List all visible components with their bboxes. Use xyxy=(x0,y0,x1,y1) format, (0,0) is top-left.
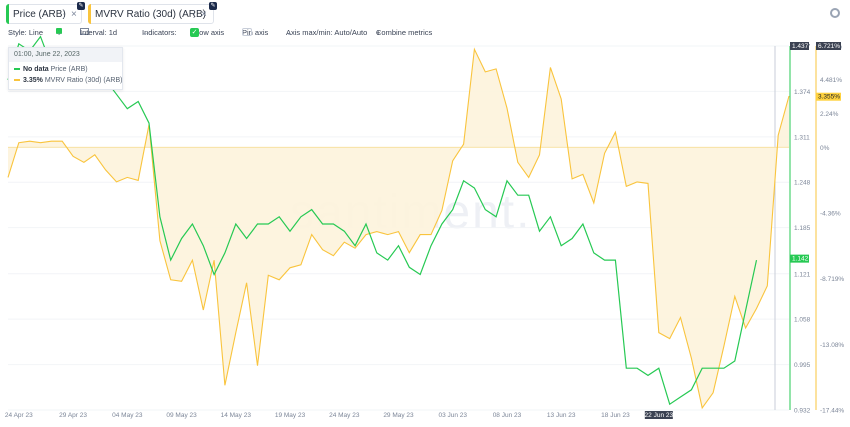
calendar-icon xyxy=(80,28,89,35)
legend-swatch xyxy=(14,68,20,71)
x-axis-tick-label: 29 Apr 23 xyxy=(59,412,87,419)
tab-mvrv-arb[interactable]: MVRV Ratio (30d) (ARB) ⋮ × ✎ xyxy=(88,2,217,24)
pin-icon[interactable]: ✎ xyxy=(77,2,85,10)
mvrv-axis-tick-label: 0% xyxy=(820,145,830,152)
settings-icon[interactable] xyxy=(830,8,840,18)
x-axis-current-badge xyxy=(644,411,673,419)
chevron-down-icon: ⌄ xyxy=(80,28,87,37)
price-axis-max-badge xyxy=(790,42,809,50)
tooltip-value: No data xyxy=(23,66,49,73)
x-axis-tick-label: 09 May 23 xyxy=(166,412,197,419)
x-axis-tick-label: 24 Apr 23 xyxy=(5,412,33,419)
checkbox-checked-icon: ✓ xyxy=(190,28,199,37)
chart-tooltip: 01:00, June 22, 2023 No data Price (ARB)… xyxy=(8,47,123,90)
mvrv-axis-tick-label: -17.44% xyxy=(820,408,844,415)
x-axis-tick-label: 03 Jun 23 xyxy=(438,412,467,419)
mvrv-axis-tick-label: -4.36% xyxy=(820,210,841,217)
tab-label: Price (ARB) xyxy=(13,9,66,20)
tooltip-row-mvrv: 3.35% MVRV Ratio (30d) (ARB) xyxy=(14,77,122,84)
price-axis-max-label: 1.437 xyxy=(792,43,809,50)
price-axis-tick-label: 1.121 xyxy=(794,271,811,278)
more-icon[interactable]: ⋮ xyxy=(189,9,199,20)
style-label: Style: Line xyxy=(8,28,44,37)
price-axis-tick-label: 1.058 xyxy=(794,317,811,324)
price-axis-tick-label: 1.185 xyxy=(794,225,811,232)
axis-maxmin-label: Axis max/min: Auto/Auto xyxy=(286,28,368,37)
tab-label: MVRV Ratio (30d) (ARB) xyxy=(95,9,206,20)
price-axis-tick-label: 1.248 xyxy=(794,180,811,187)
interval-label: Interval: 1d xyxy=(80,28,118,37)
tooltip-row-price: No data Price (ARB) xyxy=(14,66,88,73)
mvrv-axis-tick-label: 4.481% xyxy=(820,77,842,84)
price-axis-tick-label: 0.995 xyxy=(794,362,811,369)
tab-accent xyxy=(88,4,91,24)
pin-axis-label: Pin axis xyxy=(242,28,269,37)
legend-swatch xyxy=(14,79,20,82)
mvrv-axis-tick-label: 2.24% xyxy=(820,111,839,118)
price-axis-tick-label: 1.374 xyxy=(794,89,811,96)
x-axis-tick-label: 08 Jun 23 xyxy=(493,412,522,419)
x-axis-tick-label: 19 May 23 xyxy=(275,412,306,419)
chevron-down-icon: ⌄ xyxy=(56,28,63,37)
price-last-value-label: 1.142 xyxy=(792,256,809,263)
tab-price-arb[interactable]: Price (ARB) ⋮ × ✎ xyxy=(6,2,85,24)
tooltip-value: 3.35% xyxy=(23,77,43,84)
price-last-value-badge xyxy=(790,254,809,263)
color-swatch-icon xyxy=(56,28,62,34)
mvrv-axis-tick-label: -13.08% xyxy=(820,342,844,349)
price-axis-tick-label: 0.932 xyxy=(794,408,811,415)
chevron-down-icon: ⌄ xyxy=(142,28,149,37)
x-axis-tick-label: 22 Jun 23 xyxy=(645,412,674,419)
chevron-down-icon: ⌄ xyxy=(8,28,15,37)
mvrv-axis-max-badge xyxy=(816,42,841,50)
x-axis-tick-label: 13 Jun 23 xyxy=(547,412,576,419)
plus-icon: + xyxy=(376,28,381,37)
more-icon[interactable]: ⋮ xyxy=(59,9,69,20)
close-icon[interactable]: × xyxy=(71,9,77,20)
price-series-line xyxy=(7,35,758,406)
mvrv-last-value-label: 3.355% xyxy=(818,94,840,101)
price-axis-tick-label: 1.311 xyxy=(794,134,810,141)
tooltip-label: Price (ARB) xyxy=(50,66,88,73)
mvrv-series-line xyxy=(7,47,790,410)
show-axis-label: Show axis xyxy=(190,28,225,37)
mvrv-area xyxy=(8,49,789,408)
mvrv-last-value-badge xyxy=(816,92,841,101)
x-axis-tick-label: 14 May 23 xyxy=(221,412,252,419)
x-axis-tick-label: 04 May 23 xyxy=(112,412,143,419)
chevron-down-icon: ⌄ xyxy=(286,28,293,37)
tab-accent xyxy=(6,4,9,24)
tooltip-label: MVRV Ratio (30d) (ARB) xyxy=(44,77,123,84)
tooltip-date: 01:00, June 22, 2023 xyxy=(9,48,122,62)
close-icon[interactable]: × xyxy=(201,9,207,20)
x-axis-tick-label: 29 May 23 xyxy=(383,412,414,419)
mvrv-axis-max-label: 6.721% xyxy=(818,43,840,50)
x-axis-tick-label: 18 Jun 23 xyxy=(601,412,630,419)
indicators-label: Indicators: xyxy=(142,28,177,37)
checkbox-empty-icon xyxy=(242,28,252,36)
x-axis-tick-label: 24 May 23 xyxy=(329,412,360,419)
combine-label: Combine metrics xyxy=(376,28,433,37)
pin-icon[interactable]: ✎ xyxy=(209,2,217,10)
mvrv-axis-tick-label: -8.719% xyxy=(820,276,844,283)
